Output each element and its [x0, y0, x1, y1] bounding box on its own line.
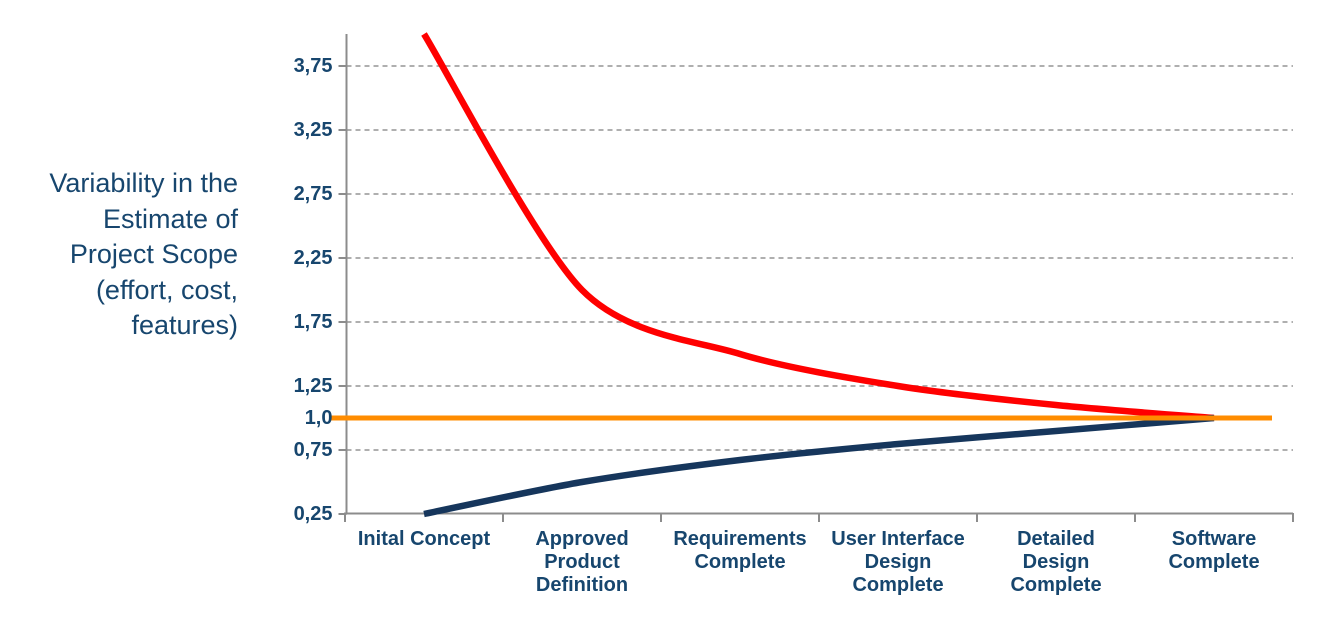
x-axis-category-label-line: Design [1022, 551, 1090, 573]
y-axis-title: Variability in the Estimate of Project Sco… [0, 166, 238, 344]
y-axis-tick-label: 1,0 [304, 407, 333, 429]
y-axis-title-line: Variability in the [49, 168, 238, 198]
x-axis-category-label-line: Definition [535, 574, 629, 596]
y-axis-tick-label: 0,25 [293, 503, 333, 525]
x-axis-category-label: Inital Concept [341, 528, 507, 551]
x-axis-category-label: Approved Product Definition [499, 528, 665, 597]
x-axis-category-label-line: Requirements [673, 528, 807, 550]
y-axis-title-line: Estimate of [102, 203, 238, 234]
x-axis-category-label-line: Complete [1010, 574, 1102, 596]
x-axis-category-label-line: Inital Concept [357, 528, 491, 550]
y-axis-tick-label: 1,75 [293, 311, 333, 333]
y-axis-tick-label: 3,75 [293, 55, 333, 77]
y-axis-tick-label: 2,75 [293, 183, 333, 205]
y-axis-tick-label: 3,25 [293, 119, 333, 141]
y-axis-tick-label: 1,25 [293, 375, 333, 397]
y-axis-tick-label: 0,75 [293, 439, 333, 461]
y-axis-title-line: features) [131, 310, 238, 340]
series-lower-estimate-line [423, 414, 1215, 518]
x-axis-category-label-line: Product [544, 551, 620, 573]
x-axis-category-label-line: Complete [694, 551, 786, 573]
x-axis-category-label-line: Software [1171, 528, 1257, 550]
y-axis-title-line: (effort, cost, [95, 274, 238, 305]
x-axis-category-label-line: Approved [535, 528, 629, 550]
y-axis-tick-label: 2,25 [293, 247, 333, 269]
x-axis-category-label-line: Complete [852, 574, 944, 596]
series-upper-estimate-line [421, 32, 1215, 422]
y-axis-title-line: Project Scope [69, 239, 238, 269]
x-axis-category-label: Detailed Design Complete [973, 528, 1139, 597]
x-axis-category-label: Software Complete [1131, 528, 1297, 574]
x-axis-category-label: Requirements Complete [657, 528, 823, 574]
x-axis-category-label-line: Detailed [1017, 528, 1095, 550]
x-axis-category-label-line: User Interface [831, 528, 965, 550]
x-axis-category-label-line: Design [864, 551, 932, 573]
x-axis-category-label-line: Complete [1168, 551, 1260, 573]
x-axis-category-label: User Interface Design Complete [815, 528, 981, 597]
